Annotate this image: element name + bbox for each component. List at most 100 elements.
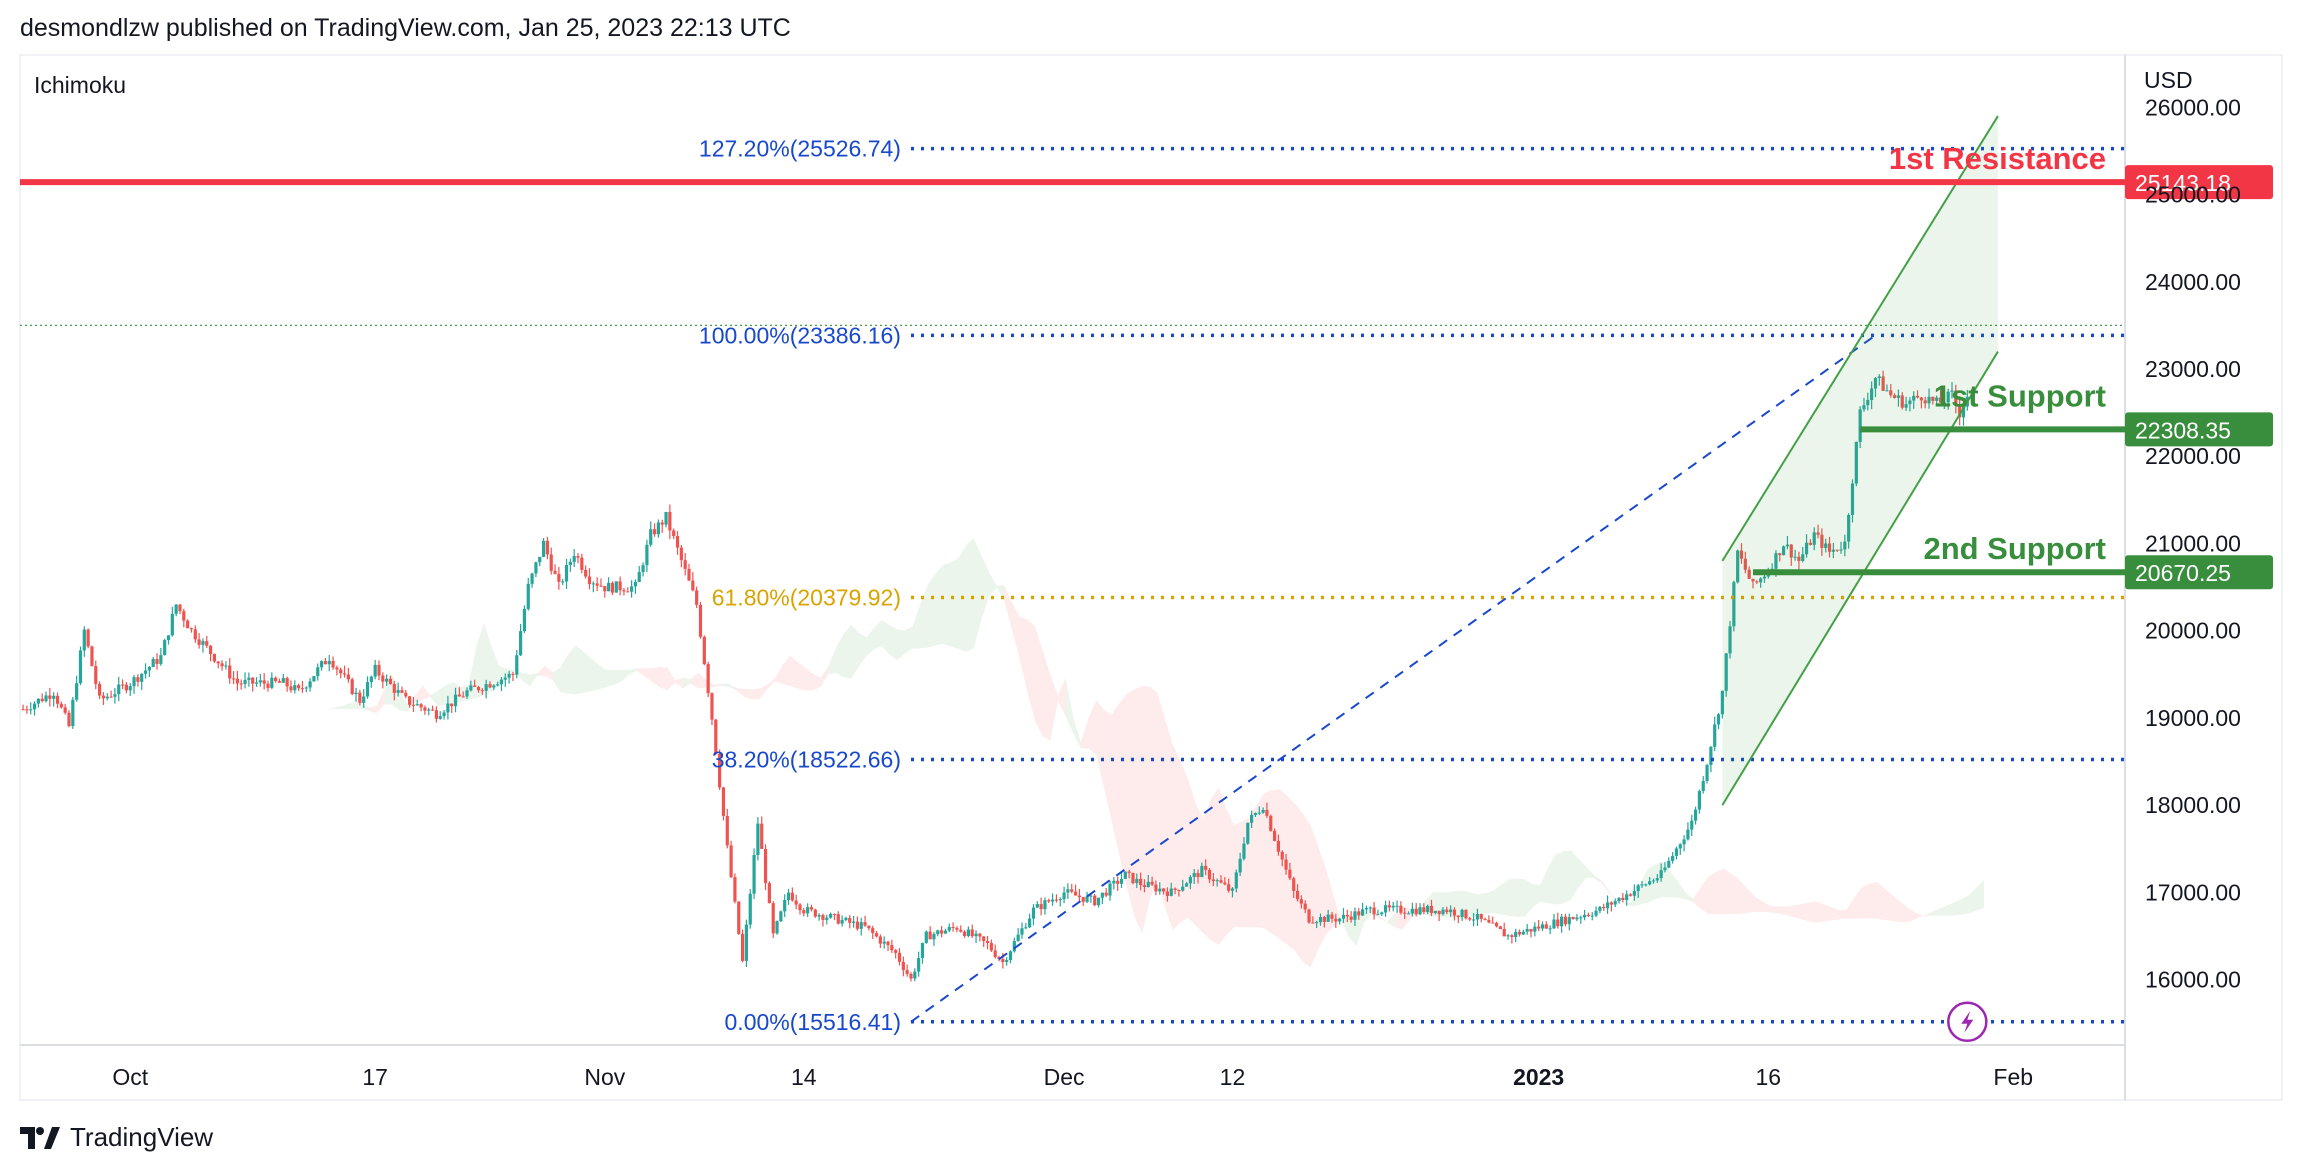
candle <box>1219 874 1223 884</box>
candle <box>231 671 236 685</box>
candle-body <box>1192 873 1196 878</box>
ichimoku-cloud-segment <box>805 668 814 691</box>
ichimoku-cloud-segment <box>1218 787 1227 945</box>
candle <box>760 816 764 849</box>
candle <box>247 672 251 687</box>
candle <box>170 606 174 637</box>
candle <box>1108 880 1112 901</box>
candle <box>182 608 186 628</box>
candle <box>205 635 209 648</box>
ichimoku-cloud-segment <box>1815 901 1824 923</box>
candle-body <box>675 536 680 548</box>
candle <box>1743 551 1747 574</box>
candle-body <box>580 557 584 570</box>
candle <box>775 920 779 935</box>
candle <box>117 677 121 702</box>
candle <box>874 931 879 938</box>
candle <box>1942 398 1946 410</box>
candle-body <box>645 544 649 566</box>
candle-body <box>1322 917 1326 922</box>
candle-body <box>1502 929 1506 937</box>
candle-body <box>637 572 641 582</box>
candle-body <box>1031 907 1036 919</box>
candle-body <box>599 585 603 587</box>
candle-body <box>1361 909 1365 916</box>
candle-body <box>358 692 362 703</box>
candle-body <box>1713 724 1717 747</box>
ichimoku-cloud-segment <box>759 684 768 700</box>
candle <box>186 619 190 629</box>
candle-body <box>335 667 339 670</box>
ichimoku-cloud-segment <box>1968 887 1977 914</box>
candle <box>90 645 94 667</box>
candle-body <box>591 583 595 585</box>
candle <box>1008 950 1013 964</box>
candle-body <box>1785 544 1790 547</box>
candle <box>905 964 909 977</box>
candle-body <box>1219 880 1223 883</box>
candle-body <box>587 576 592 585</box>
ichimoku-cloud-segment <box>1746 888 1755 913</box>
candle-body <box>901 961 905 971</box>
candle <box>1736 549 1740 584</box>
candle <box>316 663 320 681</box>
candle-body <box>331 660 335 668</box>
ichimoku-cloud-segment <box>813 673 821 691</box>
candle <box>251 677 255 692</box>
candle <box>580 553 584 574</box>
candle <box>354 687 358 702</box>
ichimoku-cloud-segment <box>1961 895 1969 915</box>
candle <box>748 889 752 929</box>
ichimoku-cloud-segment <box>537 665 546 676</box>
candle <box>113 688 117 704</box>
ichimoku-cloud-segment <box>1854 887 1862 919</box>
candle <box>1135 873 1139 889</box>
candle-body <box>1517 931 1522 935</box>
candle <box>1227 878 1231 893</box>
x-tick-label: 17 <box>362 1064 388 1090</box>
candle <box>1602 903 1606 912</box>
candle-body <box>721 787 726 816</box>
candle <box>1207 868 1212 884</box>
candle <box>932 932 936 946</box>
candle-body <box>1487 919 1491 923</box>
ichimoku-cloud-segment <box>1976 879 1985 911</box>
candle <box>1181 879 1185 892</box>
candle <box>1475 908 1480 926</box>
candle <box>1866 392 1870 411</box>
resistance-price-label: 25143.18 <box>2135 170 2231 196</box>
candle <box>235 670 239 691</box>
candle <box>1651 878 1656 884</box>
ichimoku-cloud-segment <box>1387 913 1395 928</box>
candle <box>855 916 860 931</box>
candle <box>1847 513 1851 549</box>
ichimoku-cloud-segment <box>1739 879 1747 914</box>
ichimoku-cloud-segment <box>981 555 990 620</box>
candle <box>1196 869 1200 884</box>
candle <box>924 930 928 944</box>
lightning-icon[interactable] <box>1947 1001 1988 1043</box>
ichimoku-cloud-segment <box>1034 626 1043 737</box>
channel-upper-line <box>1721 115 1999 562</box>
ichimoku-cloud-segment <box>1754 896 1763 912</box>
candle-body <box>1598 906 1602 911</box>
candle <box>189 627 194 633</box>
ichimoku-cloud-segment <box>1723 868 1732 915</box>
candle-body <box>1131 872 1135 884</box>
candle <box>75 675 79 702</box>
candle-body <box>365 682 370 697</box>
candle <box>1479 913 1483 923</box>
candle <box>1452 907 1457 921</box>
candle <box>955 926 959 933</box>
candle <box>1104 887 1108 898</box>
candle <box>610 581 615 596</box>
candle <box>1429 899 1434 917</box>
candle-body <box>1873 378 1878 389</box>
candle <box>959 925 963 933</box>
candle <box>1341 908 1346 923</box>
candle-body <box>293 685 297 691</box>
ichimoku-cloud-segment <box>1953 899 1962 916</box>
candle-body <box>78 650 83 684</box>
candle <box>790 887 794 902</box>
